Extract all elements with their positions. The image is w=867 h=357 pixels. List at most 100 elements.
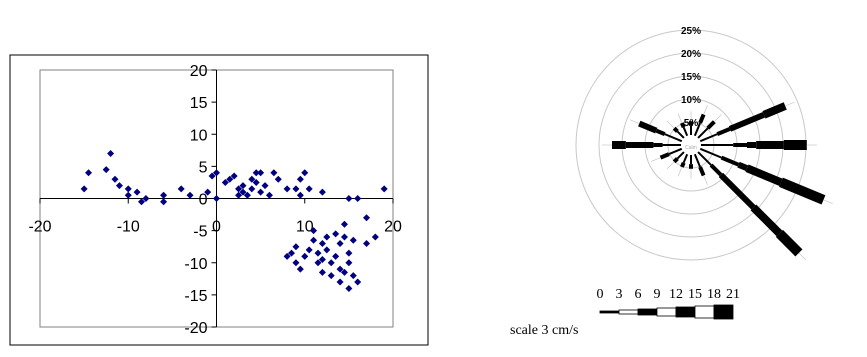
data-point (111, 175, 119, 183)
data-point (305, 246, 313, 254)
data-point (115, 182, 123, 190)
rose-bar-segment (699, 147, 722, 159)
data-point (318, 239, 326, 247)
x-tick-label: 0 (212, 219, 221, 236)
data-point (208, 172, 216, 180)
scale-tick-label: 12 (669, 287, 683, 302)
data-point (323, 246, 331, 254)
rose-bar-segment (747, 142, 757, 148)
data-point (137, 198, 145, 206)
ring-label: 15% (681, 72, 701, 83)
data-point (323, 233, 331, 241)
data-point (230, 172, 238, 180)
rose-bar-segment (680, 161, 686, 168)
rose-bar-segment (653, 143, 663, 147)
data-point (160, 191, 168, 199)
data-point (318, 256, 326, 264)
rose-bar-segment (756, 141, 784, 149)
data-point (354, 195, 362, 202)
data-point (204, 188, 212, 196)
data-point (380, 185, 388, 193)
data-point (102, 166, 110, 174)
rose-bar-outline (714, 114, 722, 122)
data-point (296, 265, 304, 273)
data-point (327, 272, 335, 280)
data-point (239, 182, 247, 190)
data-point (363, 239, 371, 247)
data-point (133, 188, 141, 196)
data-point (340, 233, 348, 241)
scale-tick-label: 6 (635, 287, 642, 302)
data-point (124, 191, 132, 199)
data-point (314, 259, 322, 267)
rose-bar-segment (689, 121, 693, 126)
scatter-chart: -20 -10 0 10 20 20 15 10 5 0 -5 -10 -15 -20 (9, 54, 429, 346)
rose-bar-segment (783, 140, 807, 150)
data-point (288, 249, 296, 257)
data-point (243, 191, 251, 199)
data-point (107, 150, 115, 158)
rose-bar-segment (612, 141, 626, 149)
data-point (354, 278, 362, 286)
rose-bar-segment (697, 151, 712, 166)
y-tick-label: 5 (199, 159, 208, 176)
rose-bar-segment (690, 125, 692, 135)
scale-tick-label: 3 (616, 287, 623, 302)
rose-bar-outline (666, 161, 675, 170)
y-tick-label: 20 (190, 63, 208, 80)
rose-bar-segment (659, 152, 670, 160)
rose-bar-segment (737, 161, 749, 171)
rose-bar-segment (775, 229, 803, 257)
data-point (283, 252, 291, 260)
data-point (336, 239, 344, 247)
data-point (292, 243, 300, 251)
data-point (318, 188, 326, 196)
x-tick-label: 10 (296, 219, 314, 236)
data-point (283, 185, 291, 193)
data-point (248, 175, 256, 183)
rose-bar-outline (823, 199, 833, 204)
rose-bar-outline (703, 105, 708, 115)
y-tick-label: -15 (184, 288, 207, 305)
data-point (349, 236, 357, 244)
rose-bar-outline (798, 252, 807, 261)
data-point (327, 259, 335, 267)
rose-bar-outline (677, 113, 683, 124)
rose-bar-segment (690, 155, 692, 165)
data-point (177, 185, 185, 193)
rose-bar-segment (733, 143, 747, 147)
data-point (305, 185, 313, 193)
rose-bar-segment (676, 130, 685, 139)
rose-bar-segment (693, 122, 702, 137)
scale-tick-label: 0 (597, 287, 604, 302)
data-point (345, 195, 353, 202)
rose-bar-segment (662, 144, 681, 146)
rose-bar-segment (676, 151, 685, 160)
data-point (301, 252, 309, 260)
scale-tick-label: 9 (654, 287, 661, 302)
data-point (160, 198, 168, 206)
data-point (296, 191, 304, 199)
rose-bar-outline (785, 101, 795, 107)
scale-tick-label: 18 (707, 287, 721, 302)
rose-bar-segment (655, 128, 666, 136)
rose-bar-segment (625, 142, 654, 148)
data-point (310, 227, 318, 235)
ring-label: 10% (681, 95, 701, 106)
rose-bar-segment (745, 164, 783, 186)
rose-bar-segment (701, 144, 734, 146)
data-point (142, 195, 150, 202)
data-point (124, 185, 132, 193)
data-point (296, 175, 304, 183)
scale-box (675, 306, 696, 318)
data-point (186, 191, 194, 199)
scale-title: scale 3 cm/s (510, 323, 578, 338)
x-tick-label: -10 (117, 219, 140, 236)
data-point (239, 188, 247, 196)
rose-bar-segment (728, 111, 766, 132)
rose-bar-segment (718, 172, 756, 210)
data-point (314, 249, 322, 257)
data-point (265, 191, 273, 199)
